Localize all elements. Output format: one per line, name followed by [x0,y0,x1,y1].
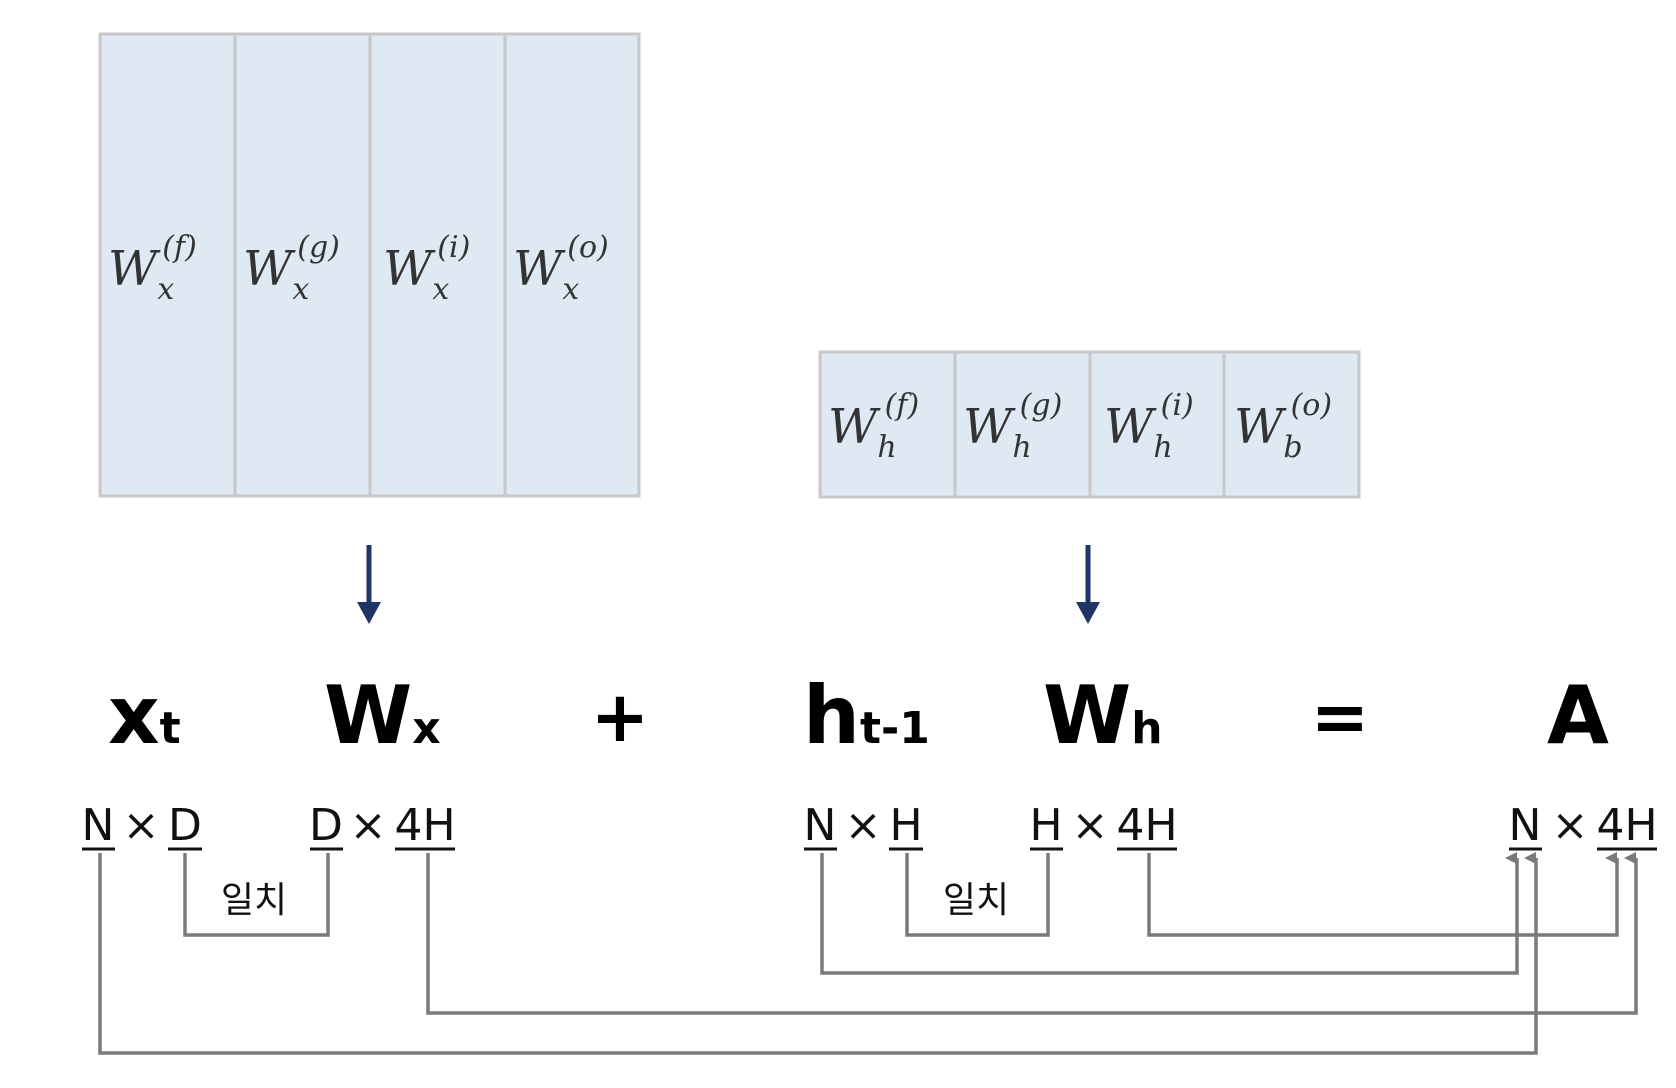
dim-a-4h: 4H [1596,800,1657,851]
wh-label-i: Wh(i) [1104,388,1194,465]
dim-ht-h: H [889,800,922,851]
wh-label-f: Wh(f) [828,388,919,465]
connector-wx-4h [426,852,1638,1015]
dims-xt: N × D [82,800,202,851]
down-arrow-icon [357,545,381,624]
term-xt: xt [108,669,181,762]
term-ht: ht-1 [803,669,930,762]
down-arrow-icon [1076,545,1100,624]
equation: xt Wx + ht-1 Wh = A [108,669,1609,762]
connector-ht-n [820,852,1519,975]
dim-xt-times: × [123,800,160,851]
match-bracket-x: 일치 [183,853,330,937]
equals-sign: = [1311,676,1370,758]
term-a: A [1547,669,1609,762]
dims-wx: D × 4H [309,800,455,851]
wh-block-o [1222,350,1361,499]
dim-wx-times: × [350,800,387,851]
wh-label-o: Wb(o) [1234,388,1332,465]
dim-wx-d: D [309,800,343,851]
wh-matrix: Wh(f) Wh(g) Wh(i) Wb(o) [818,350,1361,499]
dim-wx-4h: 4H [394,800,455,851]
dim-ht-n: N [804,800,837,851]
wx-matrix: Wx(f) Wx(g) Wx(i) Wx(o) [98,32,641,498]
wx-block-i [368,32,507,498]
wx-block-f [98,32,237,498]
term-wh: Wh [1043,669,1163,762]
dim-xt-d: D [168,800,202,851]
wh-block-f [818,350,957,499]
dim-xt-n: N [82,800,115,851]
wx-label-f: Wx(f) [108,230,197,307]
dim-ht-times: × [845,800,882,851]
wh-label-g: Wh(g) [963,388,1062,465]
dimension-connectors [98,852,1638,1055]
match-label-x: 일치 [221,880,287,921]
wx-label-i: Wx(i) [383,230,470,307]
dim-wh-4h: 4H [1116,800,1177,851]
connector-xt-n [98,852,1538,1055]
plus-sign: + [591,676,650,758]
wx-label-g: Wx(g) [243,230,340,307]
match-label-h: 일치 [943,880,1009,921]
dim-a-times: × [1552,800,1589,851]
dims-wh: H × 4H [1029,800,1177,851]
match-bracket-h: 일치 [905,853,1050,937]
dim-a-n: N [1509,800,1542,851]
wx-label-o: Wx(o) [513,230,609,307]
dim-wh-h: H [1029,800,1062,851]
wh-block-g [953,350,1092,499]
wx-block-o [503,32,641,498]
term-wx: Wx [324,669,441,762]
wx-block-g [233,32,372,498]
dims-a: N × 4H [1509,800,1658,851]
dim-wh-times: × [1072,800,1109,851]
connector-wh-4h [1147,852,1619,937]
dims-ht: N × H [804,800,923,851]
